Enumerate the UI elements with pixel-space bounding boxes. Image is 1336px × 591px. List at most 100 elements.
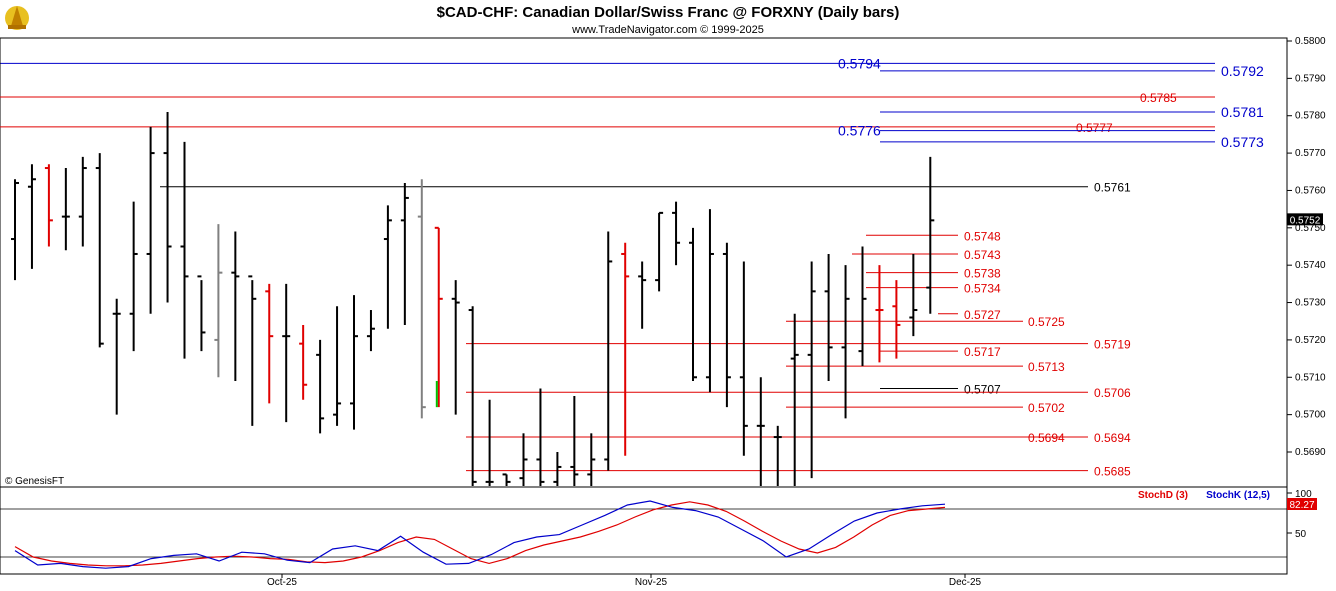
- price-level-0-5706: 0.5706: [466, 386, 1131, 400]
- price-level-0-5738: 0.5738: [866, 267, 1001, 281]
- level-label: 0.5706: [1094, 386, 1131, 400]
- last-price-label: 0.5752: [1290, 215, 1321, 226]
- price-level-0-5777: 0.5777: [0, 121, 1215, 135]
- ohlc-bar: [553, 452, 562, 486]
- ohlc-bar: [468, 306, 477, 486]
- level-label: 0.5738: [964, 267, 1001, 281]
- price-level-0-5702: 0.5702: [786, 401, 1065, 415]
- level-label: 0.5773: [1221, 134, 1264, 150]
- ohlc-bar: [400, 182, 409, 325]
- last-price-badge: 0.5752: [1287, 213, 1323, 226]
- ohlc-bar: [383, 205, 392, 329]
- ohlc-bar: [61, 168, 70, 251]
- ohlc-bar: [926, 156, 935, 314]
- level-label: 0.5725: [1028, 315, 1065, 329]
- legend-stoch-k: StochK (12,5): [1206, 490, 1270, 501]
- y-tick-label: 0.5750: [1295, 223, 1326, 234]
- level-label: 0.5776: [838, 123, 881, 139]
- ohlc-bar: [350, 295, 358, 430]
- x-tick-label: Dec-25: [949, 577, 982, 588]
- ohlc-bar: [485, 399, 494, 486]
- ohlc-bar: [739, 261, 748, 456]
- level-label: 0.5707: [964, 382, 1001, 396]
- ohlc-bar: [197, 275, 206, 352]
- date-x-axis: Oct-25 Nov-25 Dec-25: [0, 573, 1287, 588]
- ohlc-bar: [756, 377, 765, 486]
- level-label: 0.5777: [1076, 121, 1113, 135]
- stochastic-lines: [14, 500, 946, 569]
- chart-subtitle: www.TradeNavigator.com © 1999-2025: [571, 24, 764, 36]
- ohlc-bar: [44, 164, 53, 247]
- price-level-0-5748: 0.5748: [866, 229, 1001, 243]
- ohlc-bar: [163, 111, 172, 303]
- ohlc-bar: [621, 242, 630, 456]
- ohlc-bar: [299, 324, 308, 400]
- y-tick-label: 0.5710: [1295, 372, 1326, 383]
- y-tick-label: 0.5780: [1295, 111, 1326, 122]
- level-label: 0.5702: [1028, 401, 1065, 415]
- level-label: 0.5713: [1028, 360, 1065, 374]
- stochastic-panel: [0, 486, 1288, 575]
- level-label: 0.5719: [1094, 338, 1131, 352]
- ohlc-bar: [841, 265, 850, 419]
- price-level-0-5792: 0.5792: [880, 63, 1264, 79]
- level-label: 0.5743: [964, 248, 1001, 262]
- ohlc-bar: [78, 156, 87, 247]
- ohlc-bar: [214, 224, 223, 378]
- stoch-series-line: [14, 500, 946, 569]
- level-label: 0.5761: [1094, 181, 1131, 195]
- price-level-0-5743: 0.5743: [852, 248, 1001, 262]
- ohlc-bar: [790, 313, 799, 486]
- x-tick-label: Oct-25: [267, 577, 297, 588]
- price-level-0-5707: 0.5707: [880, 382, 1001, 396]
- price-level-0-5694: 0.5694: [786, 431, 1065, 445]
- ohlc-bar: [672, 201, 681, 266]
- credit-text: © GenesisFT: [5, 476, 64, 487]
- price-bars: [11, 111, 935, 486]
- ohlc-bar: [27, 164, 36, 269]
- price-level-0-5717: 0.5717: [880, 345, 1001, 359]
- price-panel: [0, 37, 1288, 488]
- level-label: 0.5717: [964, 345, 1001, 359]
- price-level-0-5785: 0.5785: [0, 91, 1215, 105]
- price-level-0-5719: 0.5719: [466, 338, 1131, 352]
- y-tick-label: 0.5770: [1295, 148, 1326, 159]
- price-level-0-5761: 0.5761: [160, 181, 1131, 195]
- level-label: 0.5727: [964, 308, 1001, 322]
- stochastic-y-axis: 100 50: [1287, 489, 1312, 540]
- ohlc-bar: [875, 265, 884, 363]
- y-tick-label: 0.5720: [1295, 335, 1326, 346]
- ohlc-bar: [807, 261, 816, 479]
- x-tick-label: Nov-25: [635, 577, 668, 588]
- ohlc-bar: [519, 433, 528, 486]
- y-tick-label: 0.5690: [1295, 447, 1326, 458]
- stoch-last-label: 82.27: [1289, 500, 1314, 511]
- y-tick-label: 0.5740: [1295, 260, 1326, 271]
- header: $CAD-CHF: Canadian Dollar/Swiss Franc @ …: [5, 4, 899, 36]
- level-label: 0.5781: [1221, 104, 1264, 120]
- ohlc-bar: [248, 275, 257, 426]
- ohlc-bar: [333, 306, 342, 426]
- ohlc-bar: [282, 283, 291, 423]
- chart-title: $CAD-CHF: Canadian Dollar/Swiss Franc @ …: [437, 4, 900, 21]
- ohlc-bar: [451, 280, 460, 415]
- level-label: 0.5794: [838, 55, 881, 71]
- y-tick-label: 0.5700: [1295, 410, 1326, 421]
- ohlc-bar: [417, 179, 426, 419]
- ohlc-bar: [773, 425, 782, 486]
- price-level-0-5727: 0.5727: [938, 308, 1001, 322]
- ohlc-bar: [146, 126, 155, 314]
- ohlc-bar: [265, 283, 274, 404]
- ohlc-bar: [689, 227, 697, 382]
- ohlc-bar: [587, 433, 596, 486]
- price-y-axis: 0.58000.57900.57800.57700.57600.57500.57…: [1287, 36, 1326, 458]
- level-label: 0.5785: [1140, 91, 1177, 105]
- price-level-0-5773: 0.5773: [880, 134, 1264, 150]
- level-label: 0.5694: [1094, 431, 1131, 445]
- y-tick-label: 0.5790: [1295, 73, 1326, 84]
- level-label: 0.5734: [964, 282, 1001, 296]
- ohlc-bar: [570, 395, 579, 486]
- ohlc-bar: [705, 209, 714, 393]
- ohlc-bar: [180, 141, 189, 359]
- level-label: 0.5748: [964, 229, 1001, 243]
